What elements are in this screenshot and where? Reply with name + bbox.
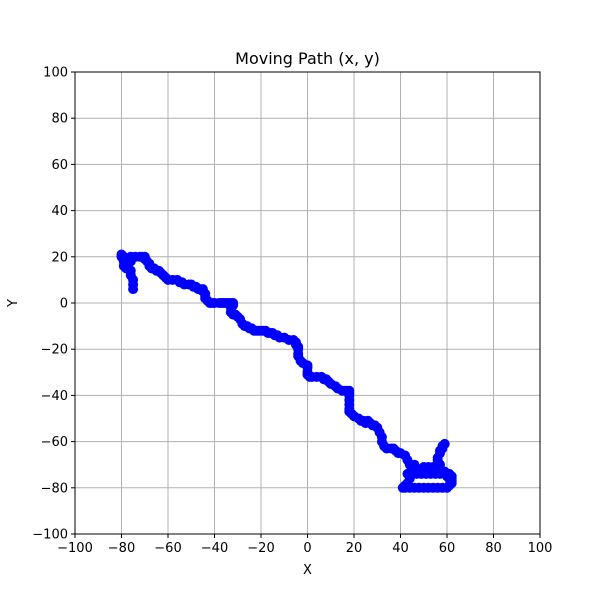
y-tick-label: −20: [41, 343, 68, 358]
x-tick-label: −100: [57, 541, 93, 556]
x-tick-label: 100: [528, 541, 553, 556]
x-tick-label: 20: [346, 541, 363, 556]
chart-title: Moving Path (x, y): [235, 49, 380, 68]
grid: [74, 71, 541, 535]
x-tick-label: 40: [392, 541, 409, 556]
y-tick-label: −40: [41, 389, 68, 404]
y-tick-label: 0: [60, 297, 68, 312]
y-tick-label: 60: [51, 158, 68, 173]
x-axis-label: X: [303, 563, 312, 578]
x-tick-label: 80: [485, 541, 502, 556]
ticks: −100 −80 −60 −40 −20 0 20 40 60 80 100 −100 −80 −60 −4…: [32, 66, 552, 557]
y-tick-label: 100: [43, 66, 68, 81]
x-tick-label: −40: [201, 541, 228, 556]
y-tick-label: 20: [51, 250, 68, 265]
x-tick-label: 60: [439, 541, 456, 556]
x-tick-label: −20: [247, 541, 274, 556]
y-tick-label: −60: [41, 435, 68, 450]
y-axis-label: Y: [6, 299, 21, 308]
y-tick-label: −80: [41, 481, 68, 496]
path-series: [116, 249, 457, 493]
y-tick-label: 40: [51, 204, 68, 219]
y-tick-label: 80: [51, 112, 68, 127]
x-tick-label: 0: [303, 541, 311, 556]
path-point: [435, 445, 445, 456]
x-tick-label: −80: [108, 541, 135, 556]
y-tick-label: −100: [32, 528, 68, 543]
path-point: [446, 473, 457, 484]
x-tick-label: −60: [154, 541, 181, 556]
